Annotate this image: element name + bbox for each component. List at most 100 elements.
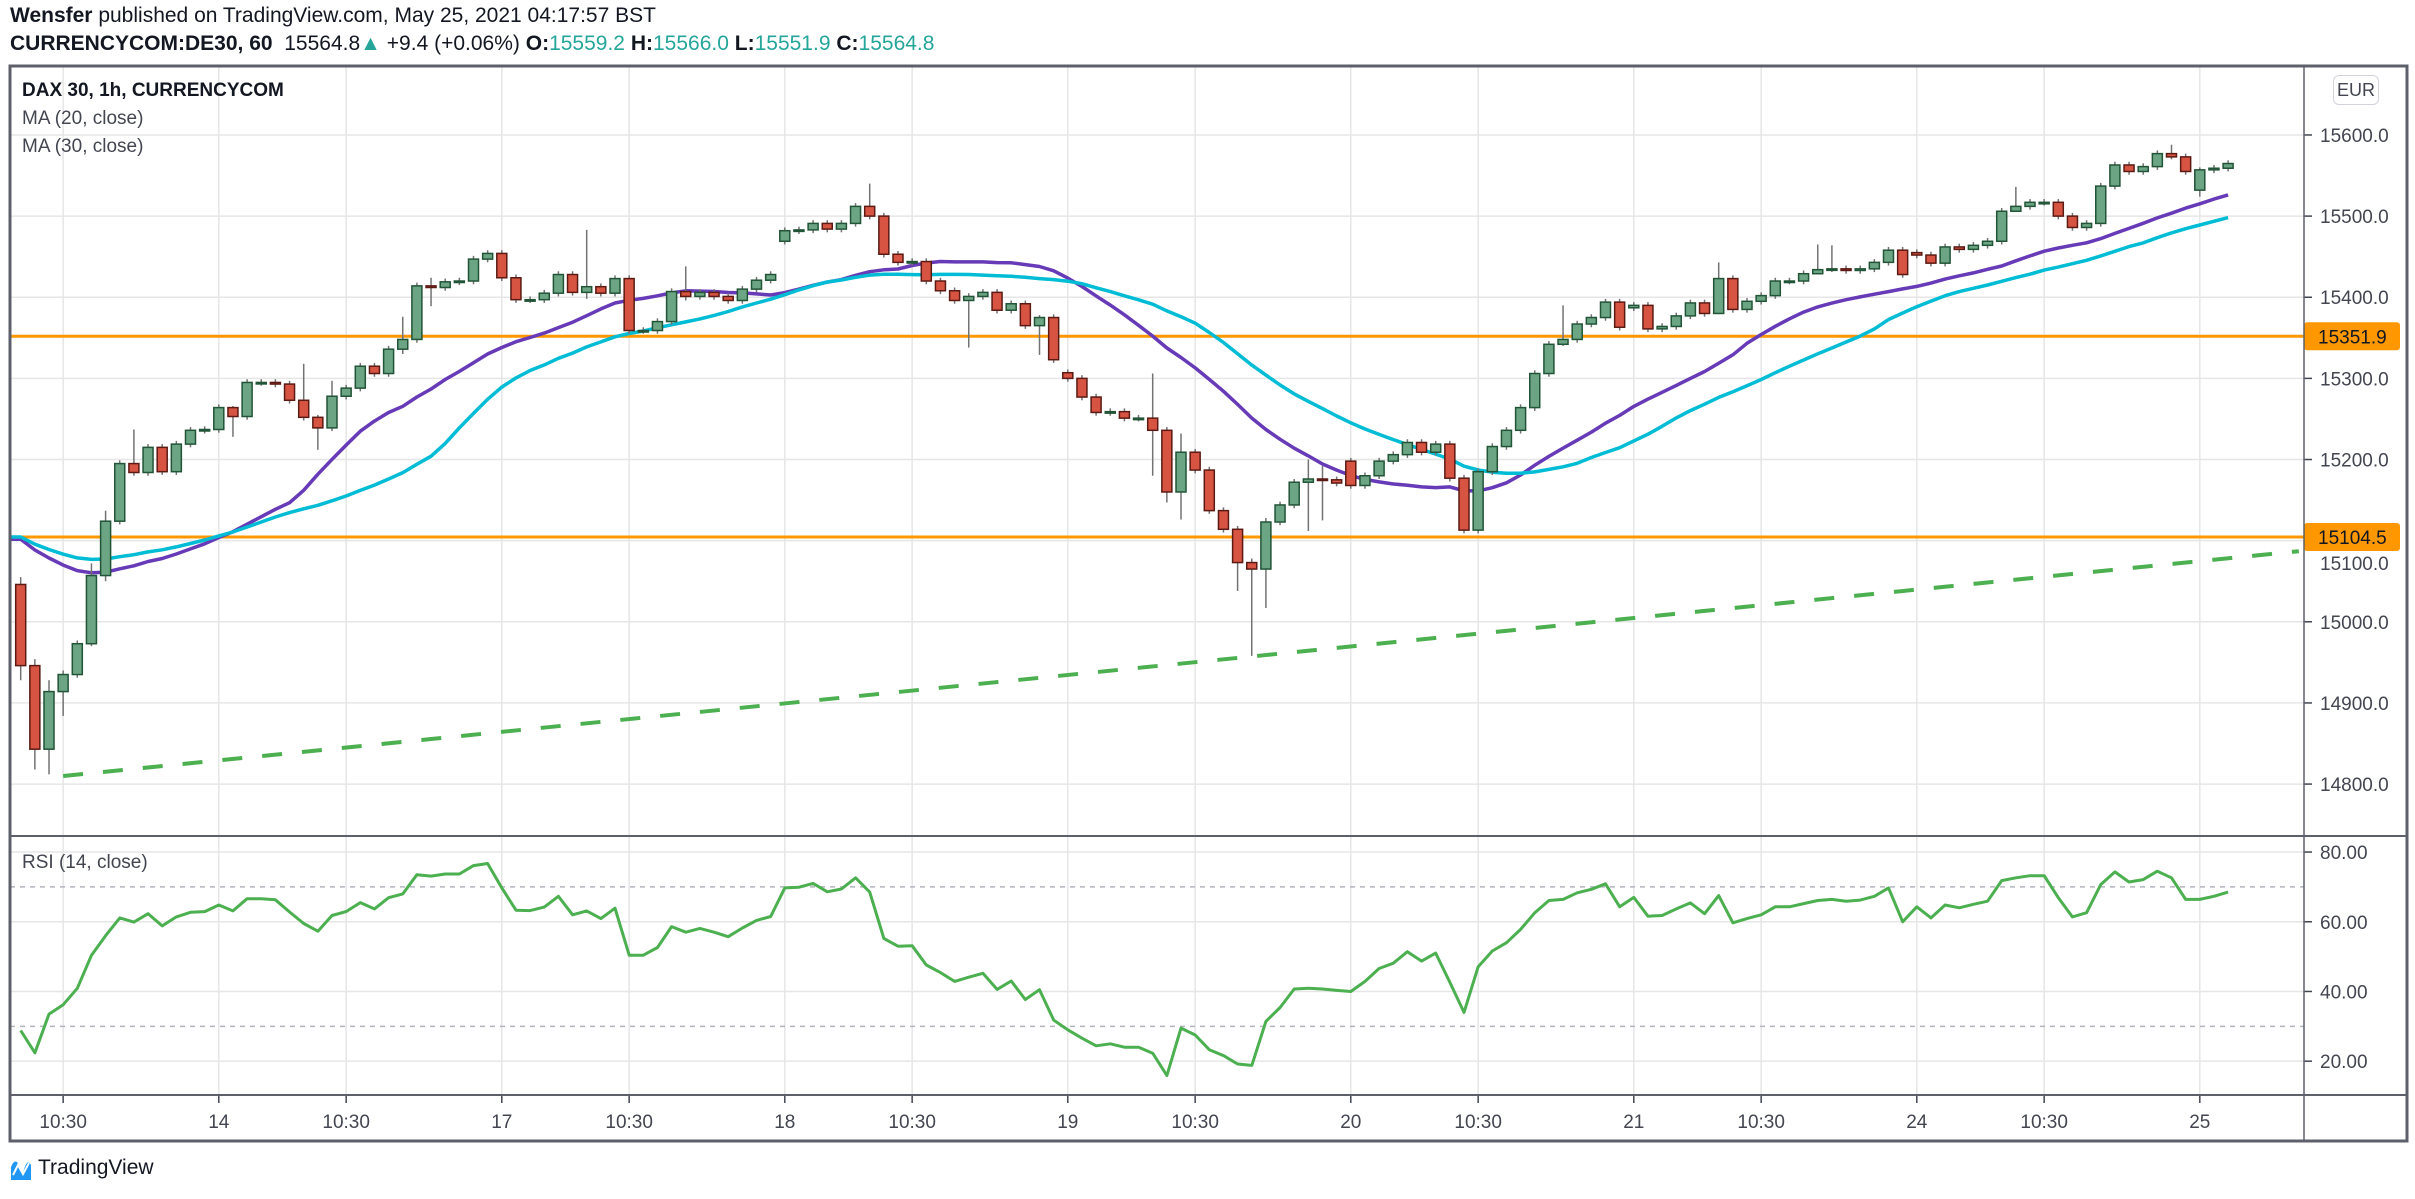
candle-up <box>1500 429 1513 448</box>
currency-button[interactable]: EUR <box>2333 75 2379 105</box>
candle-up <box>637 329 650 333</box>
low-value: 15551.9 <box>754 32 831 55</box>
candle-up <box>1401 441 1414 456</box>
level-price-label: 15351.9 <box>2318 327 2387 348</box>
author-name[interactable]: Wensfer <box>10 4 93 27</box>
symbol-info: CURRENCYCOM:DE30, 60 15564.8▲ +9.4 (+0.0… <box>10 32 934 56</box>
candle-down <box>1062 371 1074 380</box>
candle-down <box>1316 478 1329 482</box>
candle-down <box>623 277 635 332</box>
candle-up <box>2010 205 2022 212</box>
candle-up <box>142 446 154 474</box>
candle-up <box>1854 268 1866 272</box>
legend-rsi[interactable]: RSI (14, close) <box>22 852 148 873</box>
time-tick-label: 24 <box>1906 1112 1928 1133</box>
candle-up <box>1274 504 1286 523</box>
tradingview-logo[interactable]: TradingView <box>10 1155 154 1181</box>
candle-up <box>43 690 55 750</box>
up-arrow-icon: ▲ <box>360 32 381 55</box>
time-tick-label: 10:30 <box>888 1112 936 1133</box>
candle-down <box>29 664 41 750</box>
candle-down <box>991 291 1003 311</box>
candle-up <box>538 292 550 301</box>
candle-up <box>1104 410 1116 414</box>
candle-up <box>651 320 664 332</box>
candle-up <box>977 291 989 298</box>
close-value: 15564.8 <box>858 32 935 55</box>
candle-down <box>297 399 310 419</box>
candle-down <box>1231 528 1244 564</box>
candle-up <box>1656 325 1668 330</box>
price-tick-label: 15500.0 <box>2320 207 2389 228</box>
candle-down <box>1415 441 1428 453</box>
publish-text: published on TradingView.com, May 25, 20… <box>98 4 656 27</box>
candle-up <box>1741 300 1753 311</box>
candle-up <box>481 252 494 260</box>
candle-down <box>1345 460 1357 487</box>
time-tick-label: 18 <box>774 1112 795 1133</box>
candle-up <box>1599 301 1612 319</box>
candle-down <box>496 252 508 279</box>
candle-down <box>1896 249 1909 276</box>
price-tick-label: 15200.0 <box>2320 451 2389 472</box>
price-tick-label: 14800.0 <box>2320 775 2389 796</box>
candle-up <box>2024 201 2036 208</box>
time-tick-label: 10:30 <box>2020 1112 2068 1133</box>
candle-up <box>1005 302 1017 311</box>
candle-down <box>1019 302 1032 327</box>
moving-averages <box>10 193 2229 575</box>
candle-up <box>665 290 678 323</box>
level-price-label: 15104.5 <box>2318 528 2387 549</box>
candle-up <box>694 291 706 298</box>
price-tick-label: 15000.0 <box>2320 613 2389 634</box>
candle-down <box>2123 164 2135 173</box>
legend-ma20[interactable]: MA (20, close) <box>22 108 144 129</box>
candle-up <box>1472 470 1484 531</box>
candle-up <box>326 395 338 429</box>
candle-down <box>863 205 876 217</box>
time-tick-label: 19 <box>1057 1112 1078 1133</box>
logo-text: TradingView <box>38 1156 154 1179</box>
legend-title[interactable]: DAX 30, 1h, CURRENCYCOM <box>22 80 284 101</box>
rsi-tick-label: 20.00 <box>2320 1052 2368 1073</box>
candles <box>14 144 2234 775</box>
candle-up <box>750 279 763 290</box>
candle-down <box>1146 417 1159 432</box>
horizontal-lines <box>10 334 2304 539</box>
candle-up <box>1783 280 1796 284</box>
candle-down <box>1118 410 1131 419</box>
candle-down <box>1727 277 1739 311</box>
candle-down <box>1698 302 1711 315</box>
legend-ma30[interactable]: MA (30, close) <box>22 136 144 157</box>
time-tick-label: 10:30 <box>1454 1112 1502 1133</box>
candle-up <box>1868 261 1881 270</box>
candle-down <box>1925 254 1937 264</box>
candle-down <box>1161 429 1173 493</box>
price-tick-label: 15100.0 <box>2320 554 2389 575</box>
rsi-tick-label: 40.00 <box>2320 982 2368 1003</box>
candle-up <box>906 260 918 264</box>
candle-down <box>1203 469 1216 512</box>
candle-up <box>1712 277 1725 315</box>
rsi-line <box>19 862 2229 1077</box>
candle-up <box>198 428 211 432</box>
publish-info: Wensfer published on TradingView.com, Ma… <box>10 4 656 28</box>
candle-up <box>467 258 480 282</box>
candle-up <box>1812 268 1824 275</box>
candle-down <box>227 406 239 418</box>
candle-down <box>892 253 904 264</box>
candle-up <box>340 387 352 397</box>
candle-up <box>1033 316 1046 327</box>
candle-up <box>439 281 451 289</box>
candle-up <box>793 229 805 233</box>
candle-up <box>1359 474 1371 487</box>
candle-down <box>2066 215 2079 229</box>
candle-up <box>1981 240 1994 247</box>
candle-up <box>57 673 69 693</box>
chart-border <box>8 64 2409 1143</box>
candle-up <box>849 205 862 225</box>
candle-down <box>425 285 437 289</box>
candle-up <box>2194 169 2206 191</box>
candle-down <box>1090 396 1102 414</box>
